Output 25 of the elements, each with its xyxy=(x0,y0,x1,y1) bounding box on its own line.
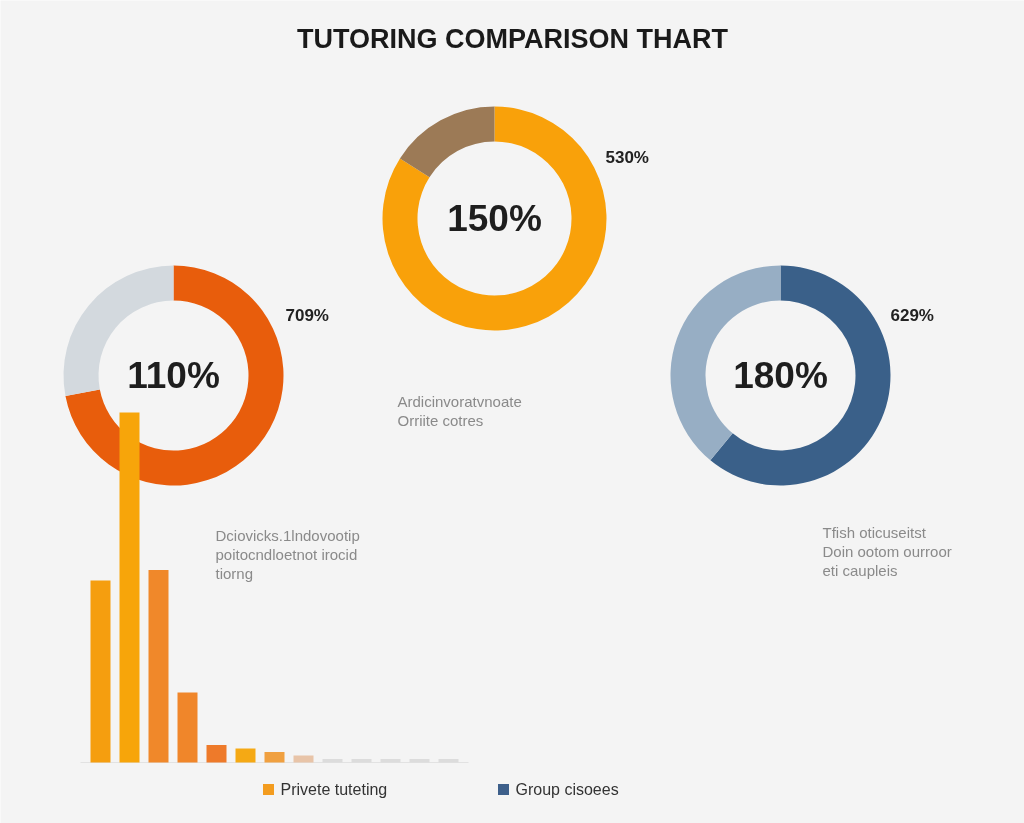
text: 530% xyxy=(605,148,649,167)
bar xyxy=(177,692,198,763)
text: 180% xyxy=(733,355,828,396)
bar xyxy=(90,580,111,763)
bar xyxy=(235,748,256,763)
annotation: poitocndloetnot irocid xyxy=(215,546,358,563)
text: eti caupleis xyxy=(822,562,898,579)
bar xyxy=(264,752,285,763)
text: TUTORING COMPARISON THART xyxy=(297,23,729,54)
bar xyxy=(293,755,314,763)
bar xyxy=(148,570,169,763)
text: Tfish oticuseitst xyxy=(822,524,927,541)
bar xyxy=(206,745,227,763)
text: Ardicinvoratvnoate xyxy=(397,393,522,410)
text: Doin ootom ourroor xyxy=(822,543,952,560)
text: 629% xyxy=(890,306,934,325)
annotation: Orriite cotres xyxy=(397,412,484,429)
legend-label: Group cisoees xyxy=(515,781,619,798)
annotation: Dciovicks.1lndovootip xyxy=(215,527,360,544)
annotation: tiorng xyxy=(215,565,254,582)
text: 150% xyxy=(447,198,542,239)
bar xyxy=(119,412,140,763)
legend-label: Privete tuteting xyxy=(280,781,388,798)
text: 709% xyxy=(285,306,329,325)
text: 110% xyxy=(127,355,220,396)
